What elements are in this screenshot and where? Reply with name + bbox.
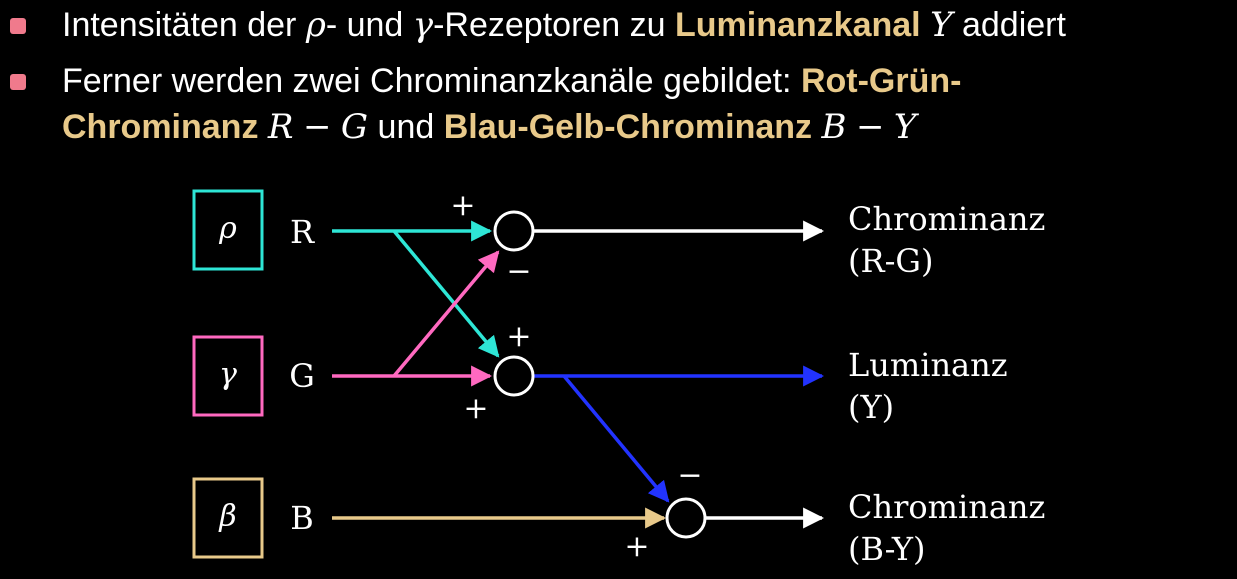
minus-symbol-2: −: [855, 107, 885, 147]
y-symbol: Y: [930, 5, 953, 45]
output-rg-line-1: Chrominanz: [848, 200, 1045, 238]
sum-node-top: [493, 210, 535, 252]
rho-symbol: ρ: [305, 5, 326, 45]
bullet-2-line-1: Ferner werden zwei Chrominanzkanäle gebi…: [62, 61, 961, 101]
bullet-2-pre: Ferner werden zwei Chrominanzkanäle gebi…: [62, 62, 801, 100]
sign-top-minus: −: [506, 254, 531, 289]
chrominanz-highlight: Chrominanz: [62, 108, 259, 146]
bullet-1-post: addiert: [952, 6, 1066, 44]
gamma-symbol: γ: [412, 5, 434, 45]
bullet-1-mid2: -Rezeptoren zu: [433, 6, 676, 44]
g-symbol: G: [340, 107, 369, 147]
channel-label-g: G: [289, 357, 315, 395]
receptor-gamma: γ: [192, 335, 264, 417]
output-luminance-line-2: (Y): [848, 388, 894, 426]
g-to-top-node-arrow: [392, 250, 500, 378]
receptor-gamma-symbol: γ: [219, 357, 237, 392]
b-symbol: B: [821, 107, 847, 147]
output-luminance-line-1: Luminanz: [848, 346, 1008, 384]
bullet-1-mid1: - und: [325, 6, 413, 44]
output-by-line-1: Chrominanz: [848, 488, 1045, 526]
bullet-1-pre: Intensitäten der: [62, 6, 306, 44]
sign-bottom-minus: −: [677, 458, 702, 493]
receptor-beta-box: [192, 477, 264, 559]
r-to-mid-node-arrow: [392, 229, 500, 358]
sign-bottom-plus: +: [624, 529, 649, 564]
bullet-marker-2: [10, 74, 26, 90]
channel-label-r: R: [290, 213, 315, 251]
sign-mid-plus-top: +: [506, 319, 531, 354]
receptor-rho-box: [192, 189, 264, 271]
minus-symbol-1: −: [302, 107, 332, 147]
rot-gruen-highlight: Rot-Grün-: [800, 62, 962, 100]
y-symbol-2: Y: [893, 107, 917, 147]
receptor-rho-symbol: ρ: [218, 211, 237, 246]
bullet-2-line-2: Chrominanz R − G und Blau-Gelb-Chrominan…: [62, 107, 916, 147]
sign-top-plus: +: [450, 188, 475, 223]
bullet-1-text: Intensitäten der ρ- und γ-Rezeptoren zu …: [62, 5, 1066, 45]
channel-label-b: B: [290, 499, 314, 537]
sum-node-bottom: [665, 497, 707, 539]
output-rg-line-2: (R-G): [848, 242, 933, 280]
luminance-to-bottom-node-arrow: [562, 374, 670, 503]
receptor-beta-symbol: β: [218, 499, 236, 534]
receptor-gamma-box: [192, 335, 264, 417]
receptor-beta: β: [192, 477, 264, 559]
und-text: und: [368, 108, 444, 146]
receptor-rho: ρ: [192, 189, 264, 271]
luminanzkanal-highlight: Luminanzkanal: [675, 6, 921, 44]
r-symbol: R: [267, 107, 294, 147]
bullet-marker-1: [10, 18, 26, 34]
sum-node-middle: [493, 355, 535, 397]
sign-mid-plus-bottom: +: [463, 391, 488, 426]
output-by-line-2: (B-Y): [848, 530, 926, 568]
blau-gelb-highlight: Blau-Gelb-Chrominanz: [443, 108, 813, 146]
